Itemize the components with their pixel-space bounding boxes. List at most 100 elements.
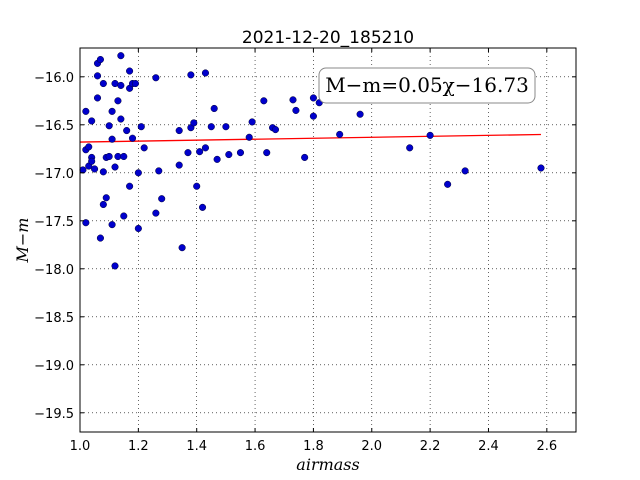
data-point: [126, 67, 134, 75]
data-point: [123, 127, 131, 135]
data-point: [96, 55, 104, 64]
chart-title: 2021-12-20_185210: [242, 28, 414, 48]
data-point: [111, 163, 119, 171]
data-point: [461, 167, 469, 175]
x-tick-label: 1.4: [186, 439, 207, 454]
data-point: [117, 115, 125, 123]
data-point: [537, 164, 545, 172]
y-tick-label: −18.5: [34, 311, 74, 326]
data-point: [111, 262, 119, 270]
data-point: [114, 97, 122, 105]
x-tick-label: 1.0: [70, 439, 91, 454]
data-point: [137, 123, 145, 131]
data-point: [108, 221, 116, 229]
data-point: [210, 104, 218, 113]
data-point: [406, 144, 414, 152]
data-point: [292, 106, 300, 114]
data-point: [236, 149, 245, 157]
data-point: [79, 166, 87, 174]
data-point: [155, 167, 163, 175]
x-tick-label: 1.8: [303, 439, 324, 454]
data-points: [79, 52, 545, 270]
data-point: [82, 107, 90, 115]
data-point: [120, 152, 128, 161]
data-point: [102, 194, 110, 202]
data-point: [175, 161, 183, 169]
data-point: [271, 126, 280, 134]
data-point: [309, 112, 317, 120]
y-tick-label: −19.5: [34, 407, 74, 422]
data-point: [178, 244, 186, 252]
data-point: [126, 182, 134, 190]
data-point: [108, 135, 116, 143]
fit-line: [79, 133, 541, 143]
y-tick-label: −16.5: [34, 119, 74, 134]
fit-annotation-text: M−m=0.05χ−16.73: [325, 73, 529, 97]
data-point: [108, 107, 116, 115]
data-point: [356, 110, 364, 118]
x-axis-ticks: 1.0 1.2 1.4 1.6 1.8 2.0 2.2 2.4 2.6: [70, 48, 557, 454]
data-point: [309, 94, 317, 102]
data-point: [187, 71, 195, 79]
data-point: [336, 130, 344, 138]
data-point: [196, 148, 204, 156]
data-point: [131, 79, 139, 88]
y-tick-label: −19.0: [34, 359, 74, 374]
plot-frame: [79, 47, 577, 433]
data-point: [93, 94, 102, 102]
x-tick-label: 2.6: [536, 439, 557, 454]
data-point: [134, 169, 142, 177]
fit-annotation-box: M−m=0.05χ−16.73: [318, 67, 536, 104]
data-point: [140, 144, 148, 152]
data-point: [158, 195, 166, 203]
data-point: [301, 153, 309, 161]
data-point: [117, 81, 125, 89]
data-point: [201, 144, 210, 152]
data-point: [96, 234, 104, 242]
data-point: [444, 180, 452, 188]
fit-line-group: [79, 133, 541, 143]
data-point: [222, 123, 230, 131]
data-point: [99, 200, 107, 209]
x-tick-label: 1.2: [128, 439, 149, 454]
data-point: [245, 133, 253, 141]
data-point: [225, 151, 233, 159]
data-point: [128, 134, 137, 142]
y-axis-ticks: −16.0 −16.5 −17.0 −17.5 −18.0 −18.5 −19.0 −19.5: [34, 71, 576, 422]
y-tick-label: −17.5: [34, 215, 74, 230]
data-point: [263, 149, 271, 157]
y-tick-label: −16.0: [34, 71, 74, 86]
y-axis-label: M−m: [13, 218, 32, 264]
data-point: [190, 119, 198, 127]
data-point: [184, 149, 192, 157]
x-tick-label: 2.4: [478, 439, 499, 454]
data-point: [426, 131, 434, 139]
data-point: [193, 182, 201, 190]
data-point: [248, 118, 256, 126]
data-point: [93, 72, 102, 80]
x-tick-label: 1.6: [245, 439, 266, 454]
data-point: [152, 74, 160, 82]
data-point: [99, 79, 107, 88]
y-tick-label: −18.0: [34, 263, 74, 278]
x-axis-label: airmass: [296, 455, 359, 474]
data-point: [152, 209, 160, 217]
data-point: [207, 123, 215, 131]
data-point: [105, 152, 113, 161]
data-point: [175, 127, 183, 135]
grid-lines: [79, 48, 576, 432]
data-point: [85, 143, 93, 151]
data-point: [88, 117, 96, 125]
data-point: [82, 219, 90, 227]
y-tick-label: −17.0: [34, 167, 74, 182]
data-point: [201, 69, 210, 77]
x-tick-label: 2.2: [420, 439, 441, 454]
data-point: [289, 96, 297, 104]
data-point: [134, 224, 142, 233]
data-point: [198, 203, 207, 211]
data-point: [105, 122, 113, 130]
data-point: [88, 157, 96, 165]
data-point: [117, 52, 125, 60]
data-point: [260, 97, 268, 105]
